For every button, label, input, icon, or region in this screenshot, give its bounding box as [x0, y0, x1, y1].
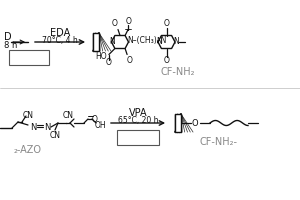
Text: O: O: [192, 118, 198, 128]
Text: O: O: [164, 19, 169, 28]
Bar: [175, 114, 181, 132]
Text: 70°C, 4 h: 70°C, 4 h: [42, 36, 78, 45]
Text: ₂-AZO: ₂-AZO: [14, 145, 42, 155]
Text: N–(CH₃)–N: N–(CH₃)–N: [127, 36, 166, 45]
Text: O: O: [106, 58, 112, 67]
Text: CF-NH₂-: CF-NH₂-: [199, 137, 237, 147]
Text: CN: CN: [22, 112, 34, 120]
Text: O: O: [92, 114, 98, 123]
Text: O: O: [126, 56, 132, 65]
Text: OH: OH: [94, 121, 106, 130]
Text: O: O: [125, 17, 131, 26]
Text: Step 1: Step 1: [13, 53, 45, 63]
Bar: [93, 33, 99, 51]
Text: CN: CN: [50, 130, 61, 140]
Text: N: N: [173, 38, 179, 46]
Text: CF-NH₂: CF-NH₂: [161, 67, 195, 77]
Text: N: N: [30, 122, 36, 132]
FancyBboxPatch shape: [9, 50, 49, 65]
Text: HO: HO: [95, 52, 107, 61]
Text: O: O: [164, 56, 169, 65]
Text: O: O: [112, 19, 118, 28]
Text: Step 3: Step 3: [122, 133, 154, 143]
Text: VPA: VPA: [129, 108, 147, 118]
FancyBboxPatch shape: [117, 130, 159, 145]
Text: 65°C, 20 h: 65°C, 20 h: [118, 116, 158, 126]
Text: N: N: [110, 38, 116, 46]
Text: N: N: [44, 122, 50, 132]
Text: N: N: [156, 38, 162, 46]
Text: CN: CN: [62, 112, 74, 120]
Text: 8 h: 8 h: [4, 42, 17, 50]
Text: D: D: [4, 32, 12, 42]
Text: EDA: EDA: [50, 28, 70, 38]
